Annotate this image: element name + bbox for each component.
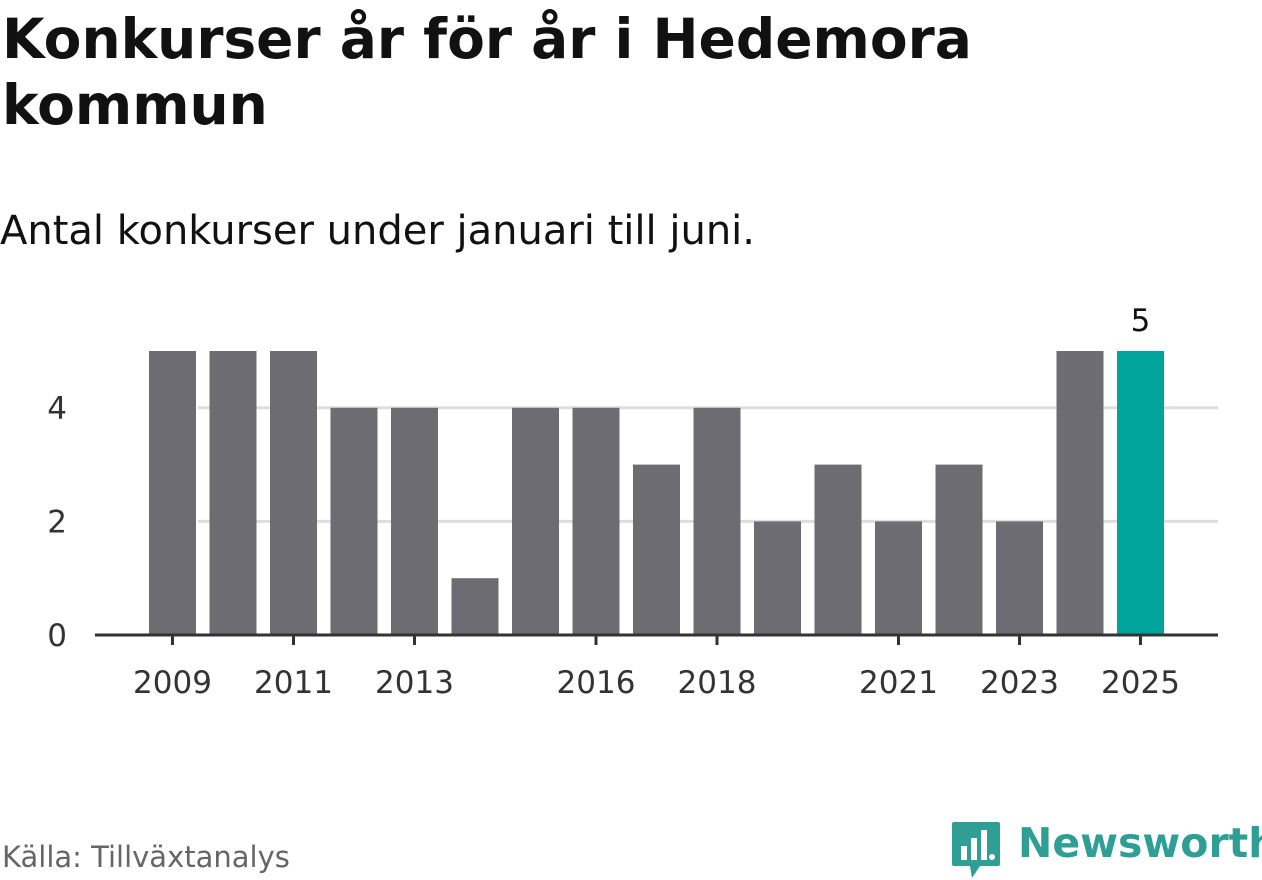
source-note: Källa: Tillväxtanalys	[2, 840, 290, 874]
x-tick-label: 2013	[375, 665, 454, 701]
bar	[330, 407, 378, 635]
bar	[1056, 351, 1104, 635]
x-tick-label: 2025	[1101, 665, 1180, 701]
bar	[512, 407, 559, 635]
bar-chart: 0 2 4 5 2009 2011 2013 2016 2018 2021 2023 2025	[47, 303, 1218, 701]
bar	[149, 351, 196, 635]
bar-chart-speech-bubble-icon	[952, 822, 1000, 878]
y-tick-label: 2	[47, 504, 67, 540]
x-tick-label: 2021	[859, 665, 938, 701]
bar	[572, 407, 620, 635]
bar	[633, 464, 680, 635]
chart-subtitle: Antal konkurser under januari till juni.	[0, 208, 755, 254]
brand-name: Newsworthy	[1018, 819, 1262, 867]
bar	[391, 407, 438, 635]
data-label: 5	[1131, 303, 1151, 339]
bar	[270, 351, 317, 635]
bar	[875, 521, 922, 635]
bar	[814, 464, 862, 635]
y-tick-label: 0	[47, 618, 67, 654]
bar	[935, 464, 983, 635]
x-tick-label: 2009	[133, 665, 212, 701]
bar	[754, 521, 801, 635]
bar	[451, 578, 499, 635]
bar	[996, 521, 1043, 635]
bar	[209, 351, 257, 635]
x-tick-label: 2016	[557, 665, 636, 701]
y-tick-label: 4	[47, 391, 67, 427]
chart-title: Konkurser år för år i Hedemora kommun	[2, 7, 972, 137]
x-tick-label: 2018	[678, 665, 757, 701]
x-tick-label: 2023	[980, 665, 1059, 701]
x-tick-label: 2011	[254, 665, 333, 701]
bar	[1117, 351, 1164, 635]
bar	[693, 407, 741, 635]
